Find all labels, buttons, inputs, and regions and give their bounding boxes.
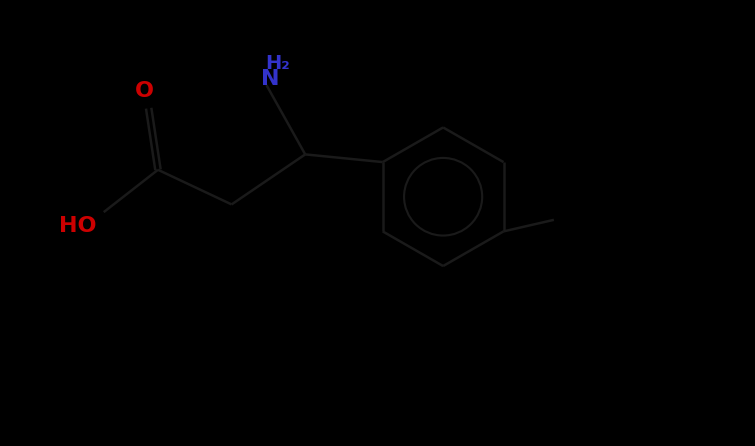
Text: HO: HO bbox=[60, 216, 97, 236]
Text: H₂: H₂ bbox=[266, 54, 291, 73]
Text: N: N bbox=[261, 69, 279, 89]
Text: O: O bbox=[135, 81, 154, 101]
